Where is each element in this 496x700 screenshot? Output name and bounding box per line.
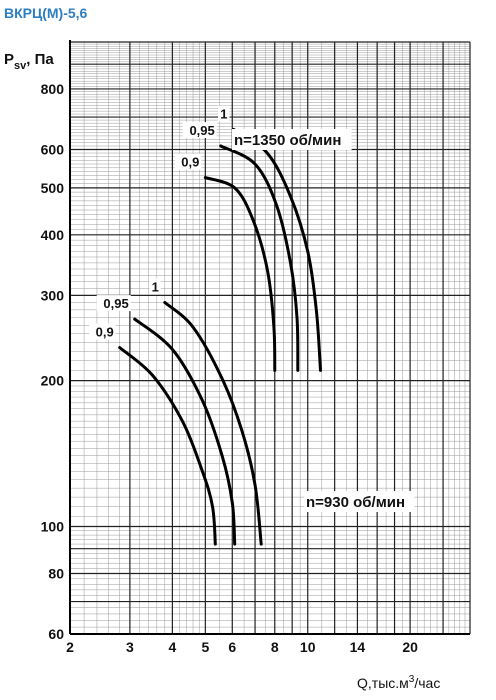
x-axis-label-tail: /час xyxy=(414,675,440,691)
y-tick-label: 800 xyxy=(41,81,65,97)
curve-label: 1 xyxy=(152,279,159,294)
curve-label-bg xyxy=(174,153,202,170)
axes xyxy=(69,40,470,635)
curve-line xyxy=(118,346,217,546)
curve-label: 0,9 xyxy=(96,325,114,340)
y-tick-label: 80 xyxy=(48,565,64,581)
y-axis-label-sub: sv xyxy=(14,60,27,72)
curve-line xyxy=(163,301,263,546)
speed-label: n=1350 об/мин xyxy=(234,132,341,149)
x-tick-label: 10 xyxy=(300,639,316,655)
grid xyxy=(69,41,471,635)
x-tick-label: 6 xyxy=(228,639,236,655)
x-tick-label: 4 xyxy=(168,639,176,655)
y-tick-label: 300 xyxy=(41,287,65,303)
speed-label-bg xyxy=(232,129,352,150)
x-tick-label: 5 xyxy=(201,639,209,655)
x-axis-label-main: Q,тыс.м xyxy=(357,675,409,691)
curve-label: 1 xyxy=(220,106,227,121)
x-tick-label: 20 xyxy=(402,639,418,655)
curve-label: 0,95 xyxy=(189,123,214,138)
y-tick-label: 400 xyxy=(41,227,65,243)
x-tick-label: 2 xyxy=(66,639,74,655)
y-tick-label: 600 xyxy=(41,141,65,157)
x-axis-label: Q,тыс.м3/час xyxy=(357,674,440,691)
x-axis-label-sup: 3 xyxy=(409,674,415,685)
curve-label-bg xyxy=(96,295,131,312)
curve-label-bg xyxy=(149,278,161,295)
curve-line xyxy=(203,176,277,372)
curve-label: 0,95 xyxy=(103,296,128,311)
curve-label: 0,9 xyxy=(181,155,199,170)
y-tick-label: 200 xyxy=(41,373,65,389)
curve-line xyxy=(219,144,300,372)
y-tick-label: 100 xyxy=(41,519,65,535)
curve-line xyxy=(232,127,322,372)
tick-labels: 2 3 4 5 6 8 10 14 20 60 80 100 200 300 400 500 600 800 xyxy=(41,81,418,655)
x-tick-label: 3 xyxy=(126,639,134,655)
speed-label-bg xyxy=(304,491,415,512)
curve-line xyxy=(133,317,237,546)
y-tick-label: 500 xyxy=(41,180,65,196)
y-axis-label: Psv, Па xyxy=(4,51,54,72)
x-tick-label: 8 xyxy=(271,639,279,655)
curve-labels: 1 0,95 0,9 n=1350 об/мин 1 0,95 0,9 n=930 об/ми… xyxy=(89,105,415,512)
y-axis-label-main: P xyxy=(4,51,14,68)
curve-label-bg xyxy=(217,105,230,122)
curve-label-bg xyxy=(89,323,116,340)
speed-label: n=930 об/мин xyxy=(306,494,405,511)
x-tick-label: 14 xyxy=(350,639,366,655)
curve-label-bg xyxy=(182,122,217,139)
curves xyxy=(118,127,322,546)
chart-title: ВКРЦ(М)-5,6 xyxy=(4,5,88,21)
y-axis-label-unit: , Па xyxy=(26,51,54,68)
y-tick-label: 60 xyxy=(48,626,64,642)
